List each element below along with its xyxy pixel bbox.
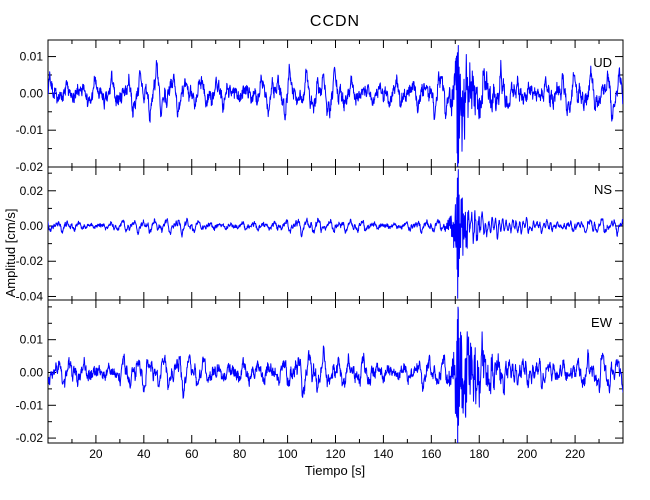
panel-label-ud: UD xyxy=(593,55,612,70)
y-tick-label: 0.01 xyxy=(20,50,44,64)
y-tick-label: 0.00 xyxy=(20,219,44,233)
panel-ud: 0.01 0.00 -0.01 -0.02 UD xyxy=(16,39,624,174)
x-tick-label: 60 xyxy=(185,447,199,461)
y-tick-label: -0.02 xyxy=(16,431,44,445)
x-tick-label: 180 xyxy=(469,447,489,461)
panel-frame xyxy=(47,166,624,301)
trace-ns xyxy=(48,169,623,299)
x-tick-label: 40 xyxy=(137,447,151,461)
x-tick-label: 80 xyxy=(233,447,247,461)
panels-group: 0.01 0.00 -0.01 -0.02 UD 0.02 0.00 -0.02 -0.04 NS… xyxy=(16,39,624,461)
y-tick-label: 0.02 xyxy=(20,184,44,198)
x-tick-label: 120 xyxy=(325,447,345,461)
x-axis-label: Tiempo [s] xyxy=(305,463,365,478)
x-tick-label: 160 xyxy=(421,447,441,461)
trace-ew xyxy=(48,306,623,443)
y-tick-label: -0.01 xyxy=(16,398,44,412)
y-tick-label: -0.04 xyxy=(16,289,44,303)
y-tick-label: -0.02 xyxy=(16,160,44,174)
y-tick-label: -0.02 xyxy=(16,254,44,268)
panel-label-ew: EW xyxy=(591,315,613,330)
panel-ew: 20 40 60 80 100 120 140 160 180 200 220 0.01 0.00 -0.… xyxy=(16,299,624,461)
x-tick-label: 140 xyxy=(373,447,393,461)
x-tick-label: 100 xyxy=(278,447,298,461)
x-tick-label: 20 xyxy=(89,447,103,461)
x-tick-label: 200 xyxy=(517,447,537,461)
y-tick-label: 0.01 xyxy=(20,333,44,347)
y-tick-label: 0.00 xyxy=(20,365,44,379)
trace-ud xyxy=(48,45,623,167)
y-axis-label: Amplitud [cm/s] xyxy=(3,209,18,298)
panel-ns: 0.02 0.00 -0.02 -0.04 NS xyxy=(16,166,624,303)
y-tick-label: 0.00 xyxy=(20,86,44,100)
chart-title: CCDN xyxy=(310,13,360,30)
y-tick-label: -0.01 xyxy=(16,123,44,137)
x-tick-label: 220 xyxy=(565,447,585,461)
panel-label-ns: NS xyxy=(594,182,612,197)
